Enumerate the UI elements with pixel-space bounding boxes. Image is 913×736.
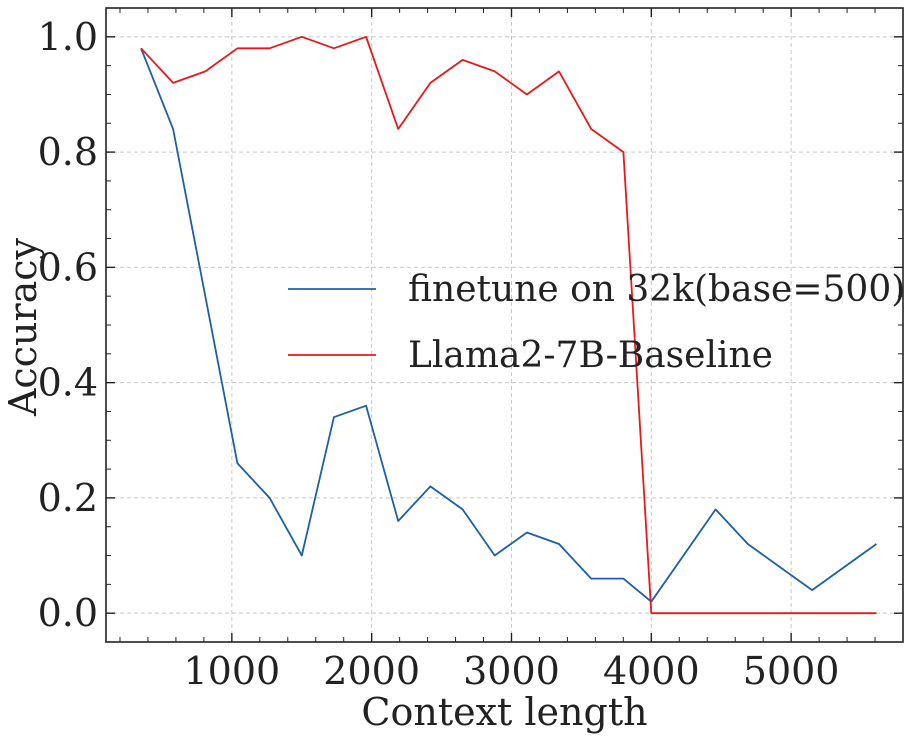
y-tick-label: 0.2 <box>38 476 98 520</box>
legend: finetune on 32k(base=500) Llama2-7B-Basel… <box>288 269 905 376</box>
y-tick-label: 1.0 <box>38 15 98 59</box>
y-tick-label: 0.8 <box>38 130 98 174</box>
legend-label-1: finetune on 32k(base=500) <box>408 269 905 310</box>
y-tick-label: 0.0 <box>38 591 98 635</box>
y-tick-label: 0.6 <box>38 245 98 289</box>
x-tick-label: 5000 <box>743 649 840 693</box>
y-tick-label: 0.4 <box>38 361 98 405</box>
tick-labels: 1000 2000 3000 4000 5000 0.0 0.2 0.4 0.6 0.8 1.0 <box>38 15 840 693</box>
axis-ticks <box>106 8 904 642</box>
x-tick-label: 2000 <box>323 649 420 693</box>
legend-label-2: Llama2-7B-Baseline <box>408 335 773 376</box>
series-lines <box>140 35 877 615</box>
x-tick-label: 1000 <box>183 649 280 693</box>
x-axis-label: Context length <box>361 690 647 734</box>
x-tick-label: 3000 <box>463 649 560 693</box>
y-axis-label: Accuracy <box>1 237 45 417</box>
series-line-2 <box>140 35 877 615</box>
x-tick-label: 4000 <box>603 649 700 693</box>
grid-lines <box>106 8 903 642</box>
plot-frame <box>105 7 904 643</box>
series-line-1 <box>140 47 877 603</box>
